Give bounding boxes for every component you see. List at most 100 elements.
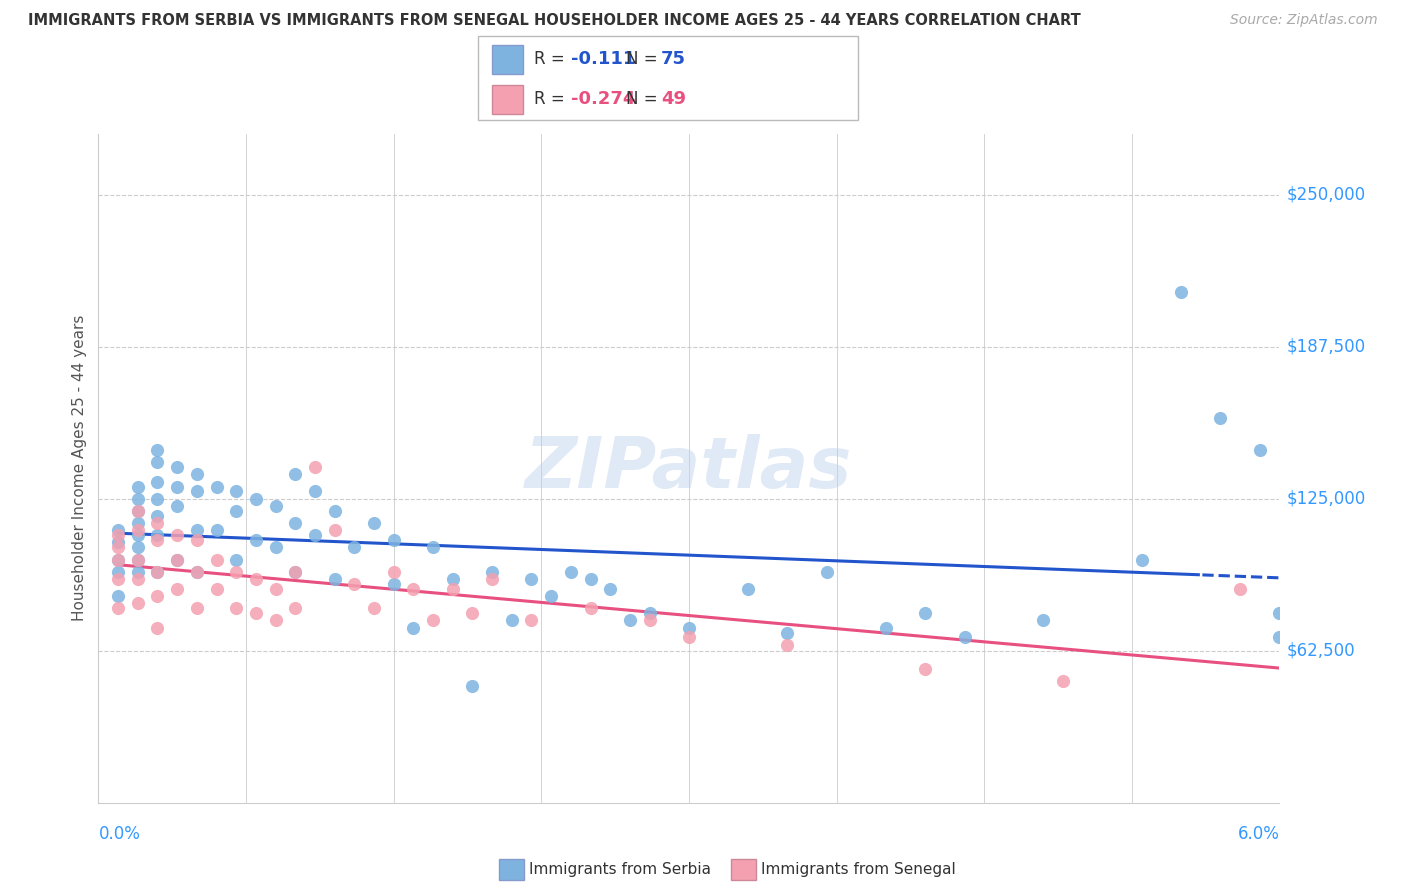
Point — [166, 552, 188, 566]
Point — [186, 565, 208, 579]
Point — [284, 601, 307, 615]
Point — [481, 565, 503, 579]
Point — [481, 572, 503, 586]
Point — [127, 479, 149, 493]
Point — [579, 572, 602, 586]
Point — [914, 606, 936, 620]
Point — [127, 572, 149, 586]
Point — [225, 484, 247, 499]
Point — [146, 516, 169, 530]
Point — [1052, 674, 1074, 689]
Point — [382, 577, 405, 591]
Point — [146, 589, 169, 603]
Point — [363, 516, 385, 530]
Point — [284, 467, 307, 482]
Point — [953, 631, 976, 645]
Point — [638, 613, 661, 627]
Point — [146, 443, 169, 458]
Point — [776, 638, 799, 652]
Text: 6.0%: 6.0% — [1237, 825, 1279, 843]
Text: Source: ZipAtlas.com: Source: ZipAtlas.com — [1230, 13, 1378, 28]
Point — [245, 606, 267, 620]
Point — [914, 662, 936, 676]
Text: Immigrants from Senegal: Immigrants from Senegal — [761, 863, 956, 877]
Point — [127, 516, 149, 530]
Point — [245, 572, 267, 586]
Point — [1032, 613, 1054, 627]
Point — [1268, 606, 1291, 620]
Text: $187,500: $187,500 — [1286, 338, 1365, 356]
Point — [127, 491, 149, 506]
Text: IMMIGRANTS FROM SERBIA VS IMMIGRANTS FROM SENEGAL HOUSEHOLDER INCOME AGES 25 - 4: IMMIGRANTS FROM SERBIA VS IMMIGRANTS FRO… — [28, 13, 1081, 29]
Point — [776, 625, 799, 640]
Point — [146, 475, 169, 489]
Point — [107, 535, 129, 549]
Point — [441, 572, 464, 586]
Point — [441, 582, 464, 596]
Point — [127, 504, 149, 518]
Point — [107, 572, 129, 586]
Point — [127, 504, 149, 518]
Point — [599, 582, 621, 596]
Point — [323, 524, 346, 538]
Point — [146, 508, 169, 523]
Point — [127, 596, 149, 610]
Point — [461, 679, 484, 693]
Point — [127, 552, 149, 566]
Point — [284, 565, 307, 579]
Point — [678, 631, 700, 645]
Text: ZIPatlas: ZIPatlas — [526, 434, 852, 503]
Point — [166, 582, 188, 596]
Point — [107, 552, 129, 566]
Point — [186, 467, 208, 482]
Point — [146, 565, 169, 579]
Point — [382, 565, 405, 579]
Point — [402, 582, 425, 596]
Text: -0.274: -0.274 — [571, 90, 636, 108]
Point — [540, 589, 562, 603]
Point — [205, 524, 228, 538]
Point — [166, 499, 188, 513]
Point — [205, 552, 228, 566]
Text: R =: R = — [534, 51, 571, 69]
Point — [146, 565, 169, 579]
Point — [264, 582, 287, 596]
Point — [205, 479, 228, 493]
Point — [186, 484, 208, 499]
Text: $125,000: $125,000 — [1286, 490, 1365, 508]
Text: N =: N = — [626, 51, 662, 69]
Point — [304, 528, 326, 542]
Text: $62,500: $62,500 — [1286, 641, 1355, 660]
Point — [146, 455, 169, 469]
Point — [461, 606, 484, 620]
Point — [245, 533, 267, 547]
Point — [520, 572, 543, 586]
Point — [323, 504, 346, 518]
Text: 0.0%: 0.0% — [98, 825, 141, 843]
Point — [205, 582, 228, 596]
Point — [146, 491, 169, 506]
Point — [107, 524, 129, 538]
Point — [186, 565, 208, 579]
Point — [127, 524, 149, 538]
Point — [284, 516, 307, 530]
Point — [638, 606, 661, 620]
Text: 49: 49 — [661, 90, 686, 108]
Point — [107, 541, 129, 555]
Point — [186, 601, 208, 615]
Point — [619, 613, 641, 627]
Point — [520, 613, 543, 627]
Point — [186, 533, 208, 547]
Point — [166, 479, 188, 493]
Point — [146, 621, 169, 635]
Point — [186, 524, 208, 538]
Text: Immigrants from Serbia: Immigrants from Serbia — [529, 863, 710, 877]
Point — [166, 460, 188, 475]
Point — [146, 533, 169, 547]
Text: R =: R = — [534, 90, 571, 108]
Point — [560, 565, 582, 579]
Point — [1209, 411, 1232, 425]
Point — [422, 541, 444, 555]
Point — [678, 621, 700, 635]
Point — [343, 541, 366, 555]
